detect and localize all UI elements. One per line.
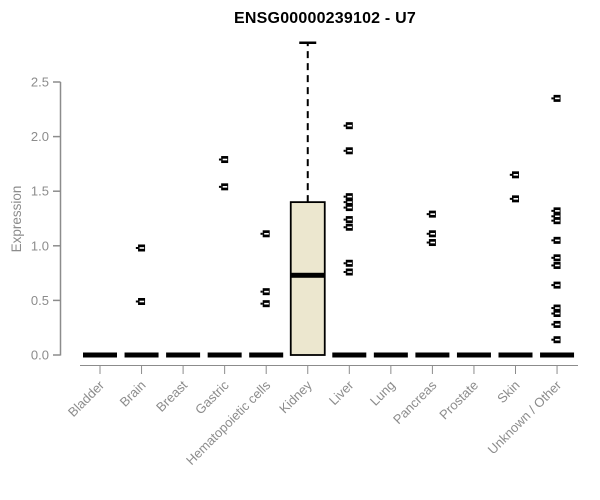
data-point-stripe xyxy=(264,302,269,305)
x-tick-label: Lung xyxy=(367,378,398,409)
data-point-notch xyxy=(260,232,263,235)
y-tick-label: 2.5 xyxy=(31,75,49,90)
data-point-stripe xyxy=(347,195,352,198)
x-tick-label: Brain xyxy=(117,378,149,410)
median-line xyxy=(456,352,491,358)
data-point-notch xyxy=(343,262,346,265)
data-point-stripe xyxy=(222,186,228,188)
data-point-notch xyxy=(551,256,554,259)
data-point-stripe xyxy=(555,97,560,100)
y-tick-label: 0.5 xyxy=(31,293,49,308)
data-point-stripe xyxy=(555,338,560,341)
x-tick-label: Pancreas xyxy=(390,377,440,427)
data-point-stripe xyxy=(264,232,269,235)
median-line xyxy=(498,352,533,358)
data-point-notch xyxy=(426,232,429,235)
data-point-stripe xyxy=(347,271,352,273)
data-point-stripe xyxy=(264,290,269,293)
x-tick-label: Unknown / Other xyxy=(485,377,565,457)
data-point-notch xyxy=(135,246,139,249)
data-point-stripe xyxy=(555,239,560,242)
data-point-stripe xyxy=(555,307,560,309)
data-point-stripe xyxy=(347,226,352,229)
x-tick-label: Skin xyxy=(494,378,522,406)
y-tick-label: 0.0 xyxy=(31,348,49,363)
data-point-notch xyxy=(343,206,346,209)
data-point-stripe xyxy=(222,158,228,161)
data-point-notch xyxy=(343,218,346,221)
data-point-notch xyxy=(343,195,346,198)
data-point-stripe xyxy=(139,247,145,249)
data-point-stripe xyxy=(430,232,435,235)
data-point-notch xyxy=(551,284,554,287)
data-point-stripe xyxy=(430,241,435,244)
data-point-notch xyxy=(551,239,554,242)
data-point-notch xyxy=(426,213,429,216)
median-line xyxy=(166,352,201,358)
data-point-notch xyxy=(509,197,512,200)
data-point-stripe xyxy=(513,174,519,176)
data-point-stripe xyxy=(347,124,352,127)
data-point-stripe xyxy=(555,323,560,326)
data-point-stripe xyxy=(513,198,519,200)
data-point-notch xyxy=(218,185,222,188)
data-point-notch xyxy=(343,226,346,229)
data-point-notch xyxy=(551,219,554,222)
data-point-notch xyxy=(551,215,554,218)
data-point-stripe xyxy=(347,218,352,221)
data-point-notch xyxy=(551,338,554,341)
data-point-stripe xyxy=(555,215,560,218)
data-point-notch xyxy=(218,158,222,161)
x-tick-label: Gastric xyxy=(192,377,232,417)
data-point-notch xyxy=(343,124,346,127)
data-point-stripe xyxy=(347,206,352,209)
x-tick-label: Breast xyxy=(153,377,190,414)
data-point-stripe xyxy=(555,284,560,286)
x-tick-label: Prostate xyxy=(436,378,481,423)
median-line xyxy=(83,352,117,358)
y-tick-label: 1.0 xyxy=(31,238,49,253)
x-tick-label: Bladder xyxy=(65,377,108,420)
data-point-stripe xyxy=(555,210,560,212)
data-point-stripe xyxy=(555,219,560,222)
data-point-notch xyxy=(343,271,346,274)
data-point-notch xyxy=(343,149,346,152)
median-line xyxy=(207,352,242,358)
data-point-stripe xyxy=(347,149,352,152)
median-line xyxy=(249,352,284,358)
data-point-stripe xyxy=(555,312,560,315)
x-tick-label: Liver xyxy=(326,377,357,408)
data-point-notch xyxy=(343,201,346,204)
chart-title: ENSG00000239102 - U7 xyxy=(234,10,416,27)
box xyxy=(289,201,326,356)
median-line xyxy=(415,352,450,358)
data-point-stripe xyxy=(555,264,560,267)
median-line xyxy=(540,352,575,358)
median-line xyxy=(124,352,159,358)
data-point-notch xyxy=(551,264,554,267)
data-point-notch xyxy=(260,302,263,305)
data-point-notch xyxy=(551,209,554,212)
data-point-notch xyxy=(426,241,429,244)
data-point-notch xyxy=(551,312,554,315)
data-point-notch xyxy=(260,290,263,293)
data-point-stripe xyxy=(555,257,560,259)
data-point-notch xyxy=(551,323,554,326)
y-tick-label: 2.0 xyxy=(31,129,49,144)
data-point-notch xyxy=(509,173,512,176)
data-point-stripe xyxy=(347,201,352,203)
data-point-notch xyxy=(551,307,554,310)
y-tick-label: 1.5 xyxy=(31,184,49,199)
data-point-notch xyxy=(135,300,139,303)
median-line xyxy=(290,272,325,278)
median-line xyxy=(332,352,367,358)
x-tick-label: Kidney xyxy=(276,377,315,416)
median-line xyxy=(373,352,408,358)
data-point-stripe xyxy=(347,262,352,265)
data-point-stripe xyxy=(430,213,435,215)
data-point-notch xyxy=(551,97,554,100)
data-point-stripe xyxy=(139,300,145,303)
